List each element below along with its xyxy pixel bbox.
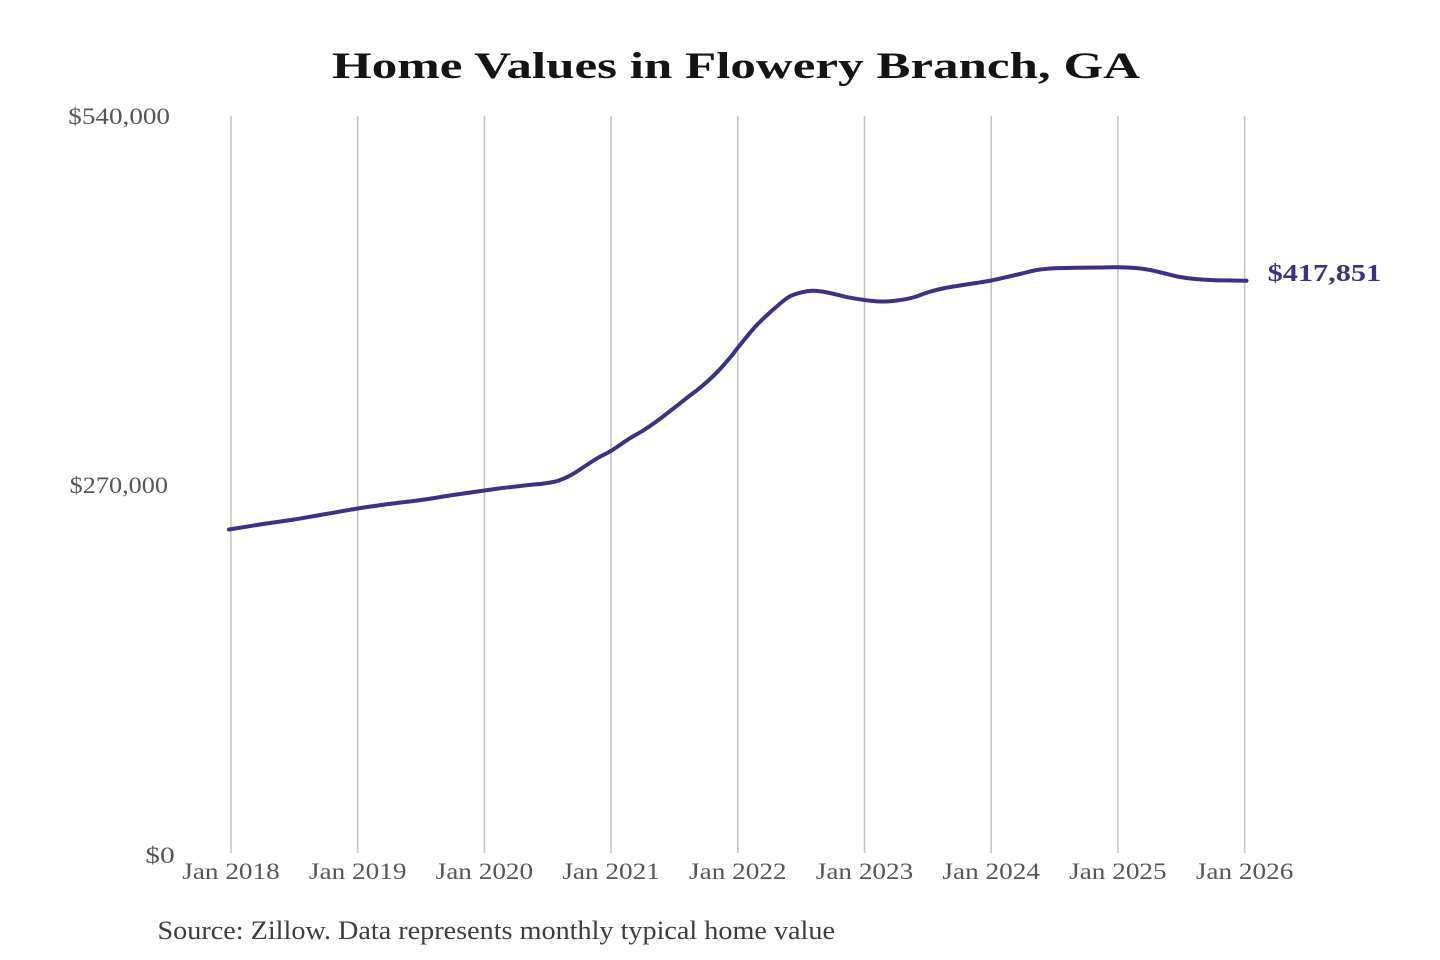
svg-text:Jan 2019: Jan 2019	[309, 859, 407, 884]
svg-text:Jan 2023: Jan 2023	[816, 859, 914, 884]
svg-text:Source: Zillow. Data represent: Source: Zillow. Data represents monthly …	[158, 915, 836, 945]
svg-text:Jan 2024: Jan 2024	[942, 859, 1040, 884]
svg-text:Jan 2021: Jan 2021	[562, 859, 660, 884]
svg-text:$540,000: $540,000	[68, 104, 170, 129]
svg-text:Jan 2026: Jan 2026	[1196, 859, 1294, 884]
svg-text:Home Values in Flowery Branch,: Home Values in Flowery Branch, GA	[332, 46, 1140, 87]
svg-text:Jan 2018: Jan 2018	[182, 859, 280, 884]
svg-text:$0: $0	[145, 843, 174, 868]
svg-text:$270,000: $270,000	[70, 473, 168, 498]
svg-text:$417,851: $417,851	[1268, 260, 1382, 287]
svg-text:Jan 2022: Jan 2022	[689, 859, 787, 884]
svg-text:Jan 2025: Jan 2025	[1069, 859, 1167, 884]
svg-text:Jan 2020: Jan 2020	[436, 859, 534, 884]
